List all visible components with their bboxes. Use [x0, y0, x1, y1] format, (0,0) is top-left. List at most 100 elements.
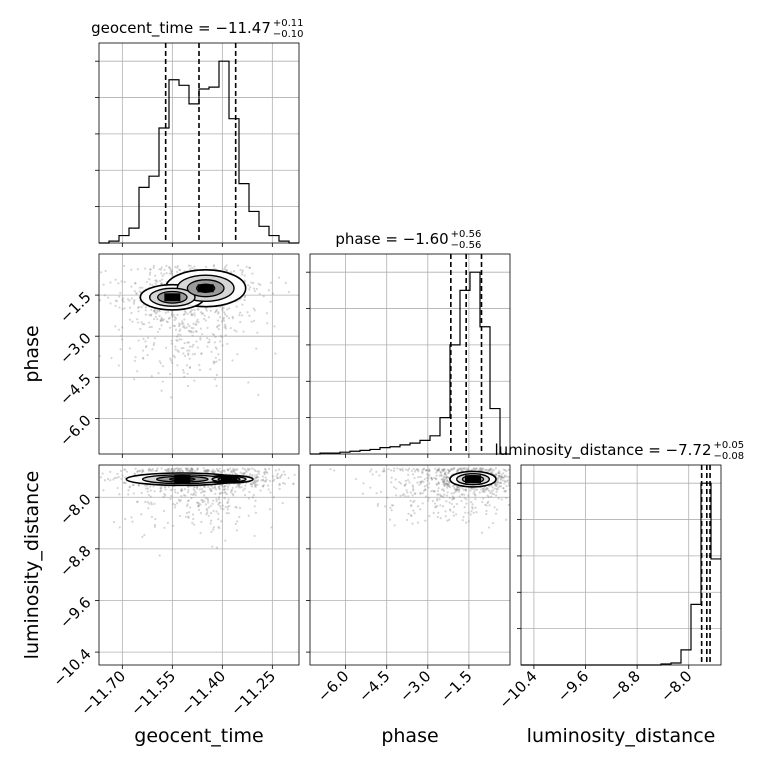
scatter-point: [190, 313, 193, 316]
panel-phase-vs-luminosity_distance: [306, 465, 528, 669]
scatter-point: [165, 272, 168, 275]
scatter-point: [193, 312, 196, 315]
scatter-point: [183, 375, 186, 378]
scatter-point: [226, 505, 229, 508]
scatter-point: [200, 312, 203, 315]
scatter-point: [498, 470, 501, 473]
scatter-point: [498, 475, 501, 478]
scatter-point: [211, 545, 214, 548]
scatter-point: [186, 491, 190, 494]
scatter-point: [254, 483, 257, 486]
scatter-point: [218, 526, 221, 530]
scatter-point: [386, 496, 389, 499]
scatter-point: [209, 519, 213, 522]
scatter-point: [217, 311, 220, 314]
scatter-point: [154, 315, 157, 318]
scatter-point: [154, 279, 157, 282]
scatter-point: [193, 489, 196, 492]
scatter-point: [173, 468, 176, 471]
scatter-point: [212, 471, 215, 474]
scatter-point: [466, 468, 470, 472]
scatter-point: [394, 494, 398, 497]
scatter-point: [251, 482, 255, 485]
scatter-point: [266, 322, 269, 325]
scatter-point: [383, 505, 387, 508]
scatter-point: [224, 265, 227, 269]
scatter-point: [211, 333, 214, 336]
scatter-point: [388, 518, 392, 521]
x-tick-label: −4.5: [355, 667, 393, 705]
scatter-point: [245, 265, 248, 268]
scatter-point: [378, 474, 381, 477]
scatter-point: [144, 345, 148, 349]
scatter-point: [526, 486, 528, 488]
scatter-point: [471, 487, 474, 490]
scatter-point: [170, 312, 174, 315]
scatter-point: [123, 468, 126, 471]
scatter-point: [481, 487, 484, 490]
scatter-point: [235, 529, 238, 532]
scatter-point: [177, 469, 180, 472]
scatter-point: [231, 317, 234, 320]
title-upper-error: +0.56: [451, 229, 482, 240]
scatter-point: [485, 504, 488, 507]
scatter-point: [178, 467, 181, 470]
scatter-point: [151, 284, 154, 287]
scatter-point: [183, 354, 187, 358]
scatter-point: [127, 493, 130, 496]
scatter-point: [180, 489, 183, 492]
scatter-point: [427, 497, 430, 500]
scatter-point: [180, 322, 184, 326]
scatter-point: [210, 488, 213, 491]
scatter-point: [242, 473, 245, 476]
scatter-point: [452, 467, 455, 470]
scatter-point: [447, 471, 450, 475]
scatter-point: [201, 499, 205, 502]
scatter-point: [470, 501, 473, 504]
scatter-point: [454, 488, 458, 491]
scatter-point: [276, 472, 279, 475]
scatter-point: [171, 361, 174, 364]
scatter-point: [409, 491, 412, 494]
scatter-point: [502, 476, 505, 480]
scatter-point: [433, 490, 436, 493]
scatter-point: [227, 512, 230, 515]
scatter-point: [499, 485, 503, 488]
scatter-point: [140, 305, 143, 309]
density-peak: [221, 475, 237, 484]
scatter-point: [490, 468, 494, 471]
scatter-point: [398, 480, 401, 484]
axes-frame: [98, 253, 300, 455]
scatter-point: [162, 509, 166, 513]
scatter-point: [175, 338, 178, 342]
scatter-point: [232, 494, 235, 497]
scatter-point: [233, 329, 236, 332]
scatter-point: [462, 488, 465, 491]
scatter-point: [502, 487, 505, 490]
scatter-point: [166, 467, 170, 471]
scatter-point: [117, 364, 120, 367]
scatter-point: [256, 331, 259, 334]
scatter-point: [186, 312, 189, 315]
scatter-point: [223, 311, 226, 314]
scatter-point: [204, 503, 208, 506]
scatter-point: [181, 469, 184, 473]
scatter-point: [215, 347, 218, 350]
scatter-point: [446, 482, 449, 486]
scatter-point: [443, 468, 446, 471]
scatter-point: [253, 287, 256, 290]
scatter-point: [456, 469, 460, 472]
scatter-point: [193, 314, 196, 317]
scatter-point: [221, 504, 224, 507]
scatter-point: [403, 484, 407, 487]
scatter-point: [411, 487, 415, 491]
scatter-point: [456, 488, 459, 491]
scatter-point: [218, 487, 221, 491]
scatter-point: [136, 500, 139, 504]
scatter-point: [231, 492, 234, 496]
scatter-point: [149, 283, 152, 286]
scatter-point: [207, 514, 210, 517]
scatter-point: [215, 546, 219, 549]
scatter-point: [452, 497, 456, 500]
scatter-point: [217, 496, 221, 499]
